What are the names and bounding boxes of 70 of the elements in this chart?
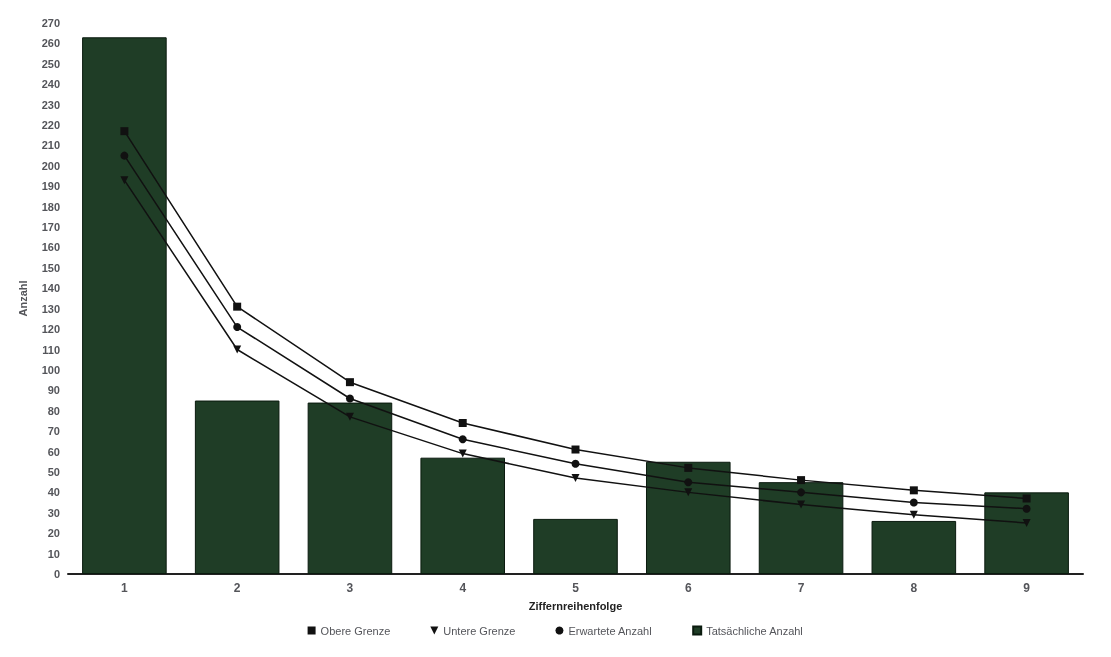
y-tick-label: 230 [41, 98, 60, 111]
y-tick-label: 200 [41, 159, 60, 172]
point [233, 323, 242, 332]
y-tick-label: 110 [42, 343, 60, 356]
bar [533, 518, 618, 574]
y-axis-title: Anzahl [16, 280, 29, 317]
x-tick-label: 7 [797, 581, 805, 595]
y-tick-label: 100 [41, 363, 60, 376]
y-tick-label: 140 [41, 282, 60, 295]
y-tick-label: 0 [53, 568, 60, 580]
point [1022, 504, 1031, 513]
y-tick-label: 90 [47, 384, 60, 397]
y-tick-label: 20 [47, 527, 60, 540]
point [571, 474, 580, 483]
y-tick-label: 70 [47, 425, 60, 438]
point [1022, 518, 1031, 527]
bar [194, 400, 280, 574]
point [120, 127, 129, 136]
x-tick-label: 4 [459, 581, 467, 595]
point [458, 435, 467, 444]
point [345, 412, 354, 421]
x-tick-label: 1 [121, 581, 129, 595]
legend-label: Obere Grenze [320, 624, 391, 637]
y-tick-label: 40 [47, 486, 60, 499]
point [458, 418, 467, 427]
point [909, 486, 918, 495]
point [684, 478, 693, 487]
y-tick-label: 180 [41, 200, 60, 213]
x-tick-label: 6 [684, 581, 692, 595]
point [797, 476, 806, 485]
y-tick-label: 210 [41, 139, 60, 152]
x-tick-label: 8 [910, 581, 918, 595]
y-tick-label: 60 [47, 445, 60, 458]
y-tick-label: 130 [41, 302, 60, 315]
point [909, 498, 918, 507]
y-tick-label: 270 [41, 17, 60, 29]
y-tick-label: 50 [47, 465, 60, 478]
y-tick-label: 150 [41, 261, 60, 274]
legend-label: Untere Grenze [443, 624, 516, 637]
y-tick-label: 160 [41, 241, 60, 254]
y-tick-label: 260 [41, 37, 60, 50]
legend-label: Erwartete Anzahl [568, 624, 652, 637]
y-tick-label: 120 [41, 323, 60, 336]
y-tick-label: 80 [47, 404, 60, 417]
point [345, 394, 354, 403]
point [233, 302, 242, 311]
point [571, 445, 580, 454]
point [684, 463, 693, 472]
y-tick-label: 240 [41, 78, 60, 91]
y-tick-label: 30 [47, 506, 60, 519]
point [345, 378, 354, 387]
y-tick-label: 170 [41, 221, 60, 234]
point [797, 500, 806, 509]
x-axis-title: Ziffernreihenfolge [528, 599, 623, 612]
x-tick-label: 5 [572, 581, 580, 595]
bar [871, 520, 957, 574]
point [120, 151, 129, 160]
y-tick-label: 220 [41, 119, 60, 132]
y-tick-label: 10 [47, 547, 60, 560]
y-tick-label: 190 [41, 180, 60, 193]
point [571, 459, 580, 468]
y-tick-label: 250 [41, 57, 60, 70]
legend-label: Tatsächliche Anzahl [706, 624, 803, 637]
point [684, 488, 693, 497]
point [1022, 494, 1031, 503]
x-tick-label: 9 [1023, 581, 1031, 595]
point [797, 488, 806, 497]
x-tick-label: 3 [346, 581, 354, 595]
x-tick-label: 2 [233, 581, 241, 595]
point [120, 176, 129, 185]
